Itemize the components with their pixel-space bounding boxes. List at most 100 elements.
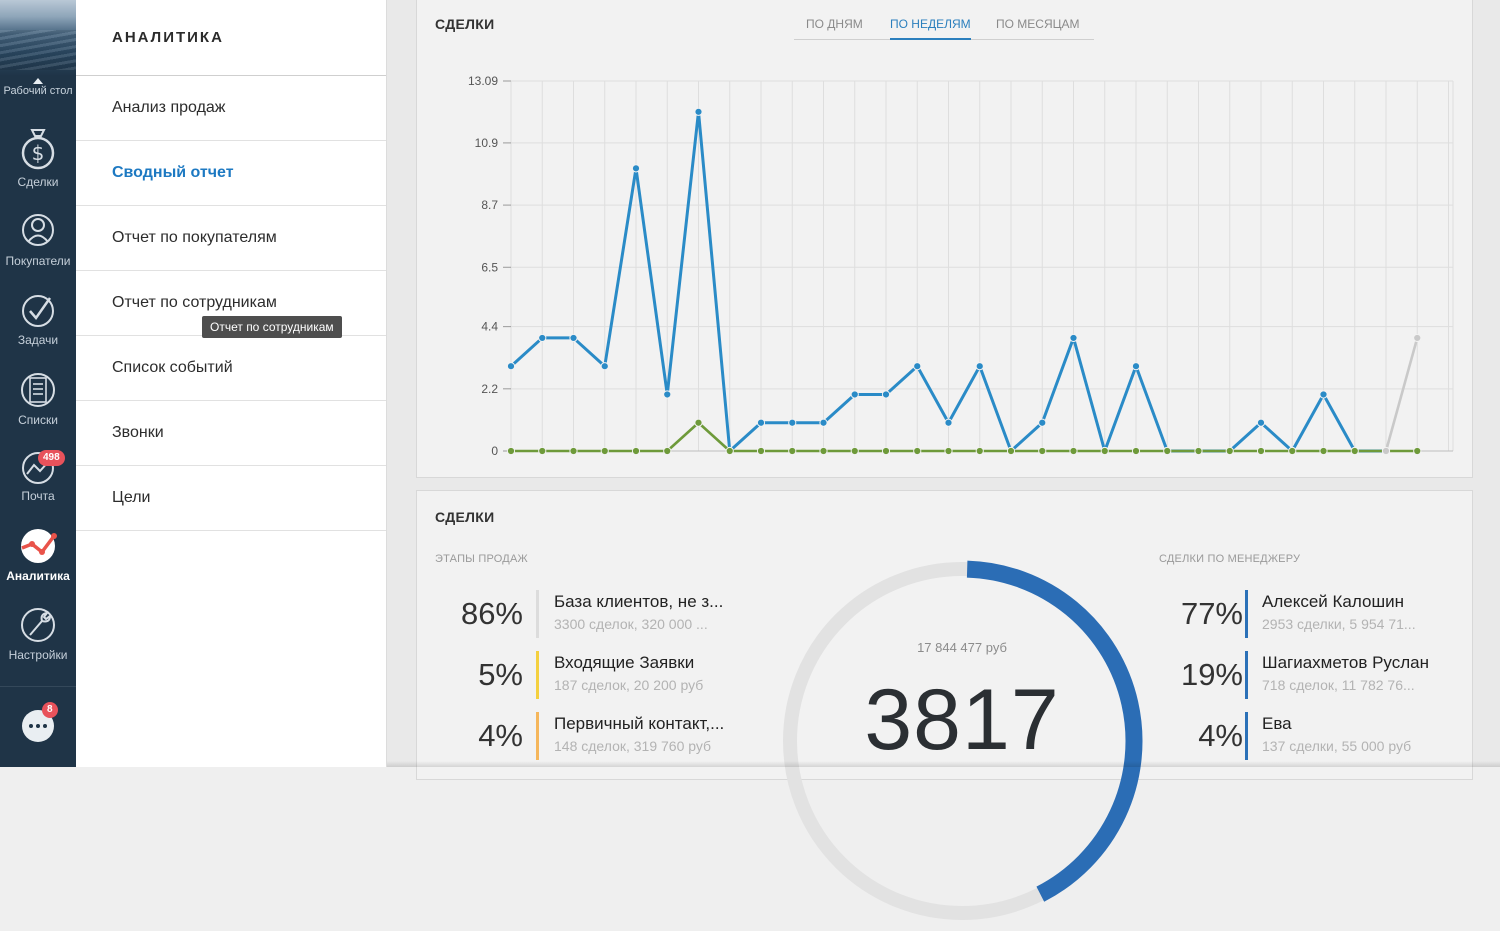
manager-row[interactable]: 19% Шагиахметов Руслан 718 сделок, 11 78… [1159, 647, 1459, 699]
manager-meta: 137 сделки, 55 000 руб [1262, 738, 1412, 754]
desktop-wallpaper-thumbnail[interactable] [0, 0, 76, 76]
nav-lists-label: Списки [18, 413, 58, 427]
manager-row[interactable]: 77% Алексей Калошин 2953 сделки, 5 954 7… [1159, 586, 1459, 638]
data-point [1038, 446, 1047, 456]
nav-analytics[interactable]: Аналитика [0, 526, 76, 583]
data-point [819, 418, 828, 427]
data-point [1288, 446, 1297, 456]
data-point [913, 362, 922, 371]
stage-row[interactable]: 4% Первичный контакт,... 148 сделок, 319… [435, 708, 765, 760]
y-tick-label: 6.5 [481, 260, 498, 274]
manager-percent: 77% [1180, 596, 1243, 631]
data-point [506, 446, 516, 456]
menu-item-calls[interactable]: Звонки [76, 401, 386, 466]
data-point [975, 362, 984, 371]
chat-button[interactable]: 8 [0, 702, 76, 749]
y-tick-label: 10.9 [475, 136, 499, 150]
nav-lists[interactable]: Списки [0, 370, 76, 427]
data-point [1413, 333, 1422, 343]
manager-meta: 718 сделок, 11 782 76... [1262, 677, 1415, 693]
data-point [725, 446, 734, 456]
menu-item-goals[interactable]: Цели [76, 466, 386, 531]
managers-heading: СДЕЛКИ ПО МЕНЕДЖЕРУ [1159, 553, 1301, 565]
data-point [788, 446, 797, 456]
nav-settings[interactable]: Настройки [0, 605, 76, 662]
data-point [1194, 446, 1203, 456]
deals-chart-card: СДЕЛКИ ПО ДНЯМ ПО НЕДЕЛЯМ ПО МЕСЯЦАМ 0 2.… [416, 0, 1473, 478]
main-content: СДЕЛКИ ПО ДНЯМ ПО НЕДЕЛЯМ ПО МЕСЯЦАМ 0 2.… [387, 0, 1500, 920]
data-point [1381, 446, 1391, 456]
chevron-up-icon [33, 78, 43, 84]
stage-percent: 5% [478, 657, 523, 692]
data-point [663, 390, 672, 399]
data-point [694, 418, 703, 427]
data-point [1100, 446, 1109, 456]
stage-meta: 148 сделок, 319 760 руб [554, 738, 712, 754]
manager-color-bar [1245, 712, 1248, 760]
stage-name: Входящие Заявки [554, 653, 695, 672]
data-point [1319, 390, 1328, 399]
chat-count-badge: 8 [42, 702, 58, 718]
data-point [850, 446, 859, 456]
data-point [819, 446, 828, 456]
stages-heading: ЭТАПЫ ПРОДАЖ [435, 553, 528, 565]
manager-percent: 19% [1180, 657, 1243, 692]
data-point [663, 446, 672, 456]
nav-mail[interactable]: Почта 498 [0, 450, 76, 503]
manager-color-bar [1245, 651, 1248, 699]
data-point [881, 390, 891, 399]
menu-item-customers-report[interactable]: Отчет по покупателям [76, 206, 386, 271]
stage-percent: 86% [460, 596, 523, 631]
data-point [944, 446, 953, 456]
menu-item-summary-report[interactable]: Сводный отчет [76, 141, 386, 206]
tab-by-months[interactable]: ПО МЕСЯЦАМ [996, 17, 1080, 31]
check-icon [22, 295, 54, 327]
menu-item-sales-analysis[interactable]: Анализ продаж [76, 76, 386, 141]
nav-deals[interactable]: $ Сделки [0, 128, 76, 189]
data-point [569, 446, 578, 456]
analytics-menu: АНАЛИТИКА Анализ продаж Сводный отчет От… [76, 0, 387, 767]
tab-by-weeks[interactable]: ПО НЕДЕЛЯМ [890, 15, 971, 40]
data-point [756, 418, 766, 427]
series-line [511, 421, 1418, 453]
nav-mail-label: Почта [21, 489, 55, 503]
stage-row[interactable]: 5% Входящие Заявки 187 сделок, 20 200 ру… [435, 647, 765, 699]
data-point [913, 446, 922, 456]
manager-color-bar [1245, 590, 1248, 638]
data-point [1256, 446, 1266, 456]
data-point [1413, 446, 1422, 456]
mail-count-badge: 498 [38, 450, 65, 466]
data-point [569, 333, 578, 343]
data-point [631, 164, 641, 173]
data-point [1038, 418, 1047, 427]
data-point [538, 446, 547, 456]
mail-icon [22, 452, 54, 484]
desktop-button[interactable]: Рабочий стол [0, 78, 76, 98]
nav-customers[interactable]: Покупатели [0, 211, 76, 268]
nav-deals-label: Сделки [17, 175, 59, 189]
data-point [1006, 446, 1016, 456]
data-point [1163, 446, 1172, 456]
stage-row[interactable]: 86% База клиентов, не з... 3300 сделок, … [435, 586, 765, 638]
period-tabs: ПО ДНЯМ ПО НЕДЕЛЯМ ПО МЕСЯЦАМ [794, 15, 1094, 40]
y-tick-label: 4.4 [481, 320, 498, 334]
stage-meta: 187 сделок, 20 200 руб [554, 677, 704, 693]
y-tick-label: 13.09 [468, 74, 498, 88]
list-icon [21, 373, 55, 407]
manager-row[interactable]: 4% Ева 137 сделки, 55 000 руб [1159, 708, 1459, 760]
y-tick-label: 0 [491, 444, 498, 458]
data-point [1225, 446, 1234, 456]
deals-summary-card: СДЕЛКИ ЭТАПЫ ПРОДАЖ СДЕЛКИ ПО МЕНЕДЖЕРУ … [416, 490, 1473, 920]
stage-name: База клиентов, не з... [554, 592, 724, 611]
nav-tasks[interactable]: Задачи [0, 292, 76, 347]
stage-color-bar [536, 712, 539, 760]
users-icon [22, 214, 54, 246]
menu-item-events-list[interactable]: Список событий [76, 336, 386, 401]
data-point [538, 333, 547, 343]
desktop-label: Рабочий стол [3, 85, 73, 97]
menu-title: АНАЛИТИКА [76, 0, 386, 76]
dollar-icon: $ [21, 129, 55, 170]
tab-by-days[interactable]: ПО ДНЯМ [806, 17, 863, 31]
summary-title: СДЕЛКИ [435, 509, 495, 525]
nav-settings-label: Настройки [8, 648, 68, 662]
